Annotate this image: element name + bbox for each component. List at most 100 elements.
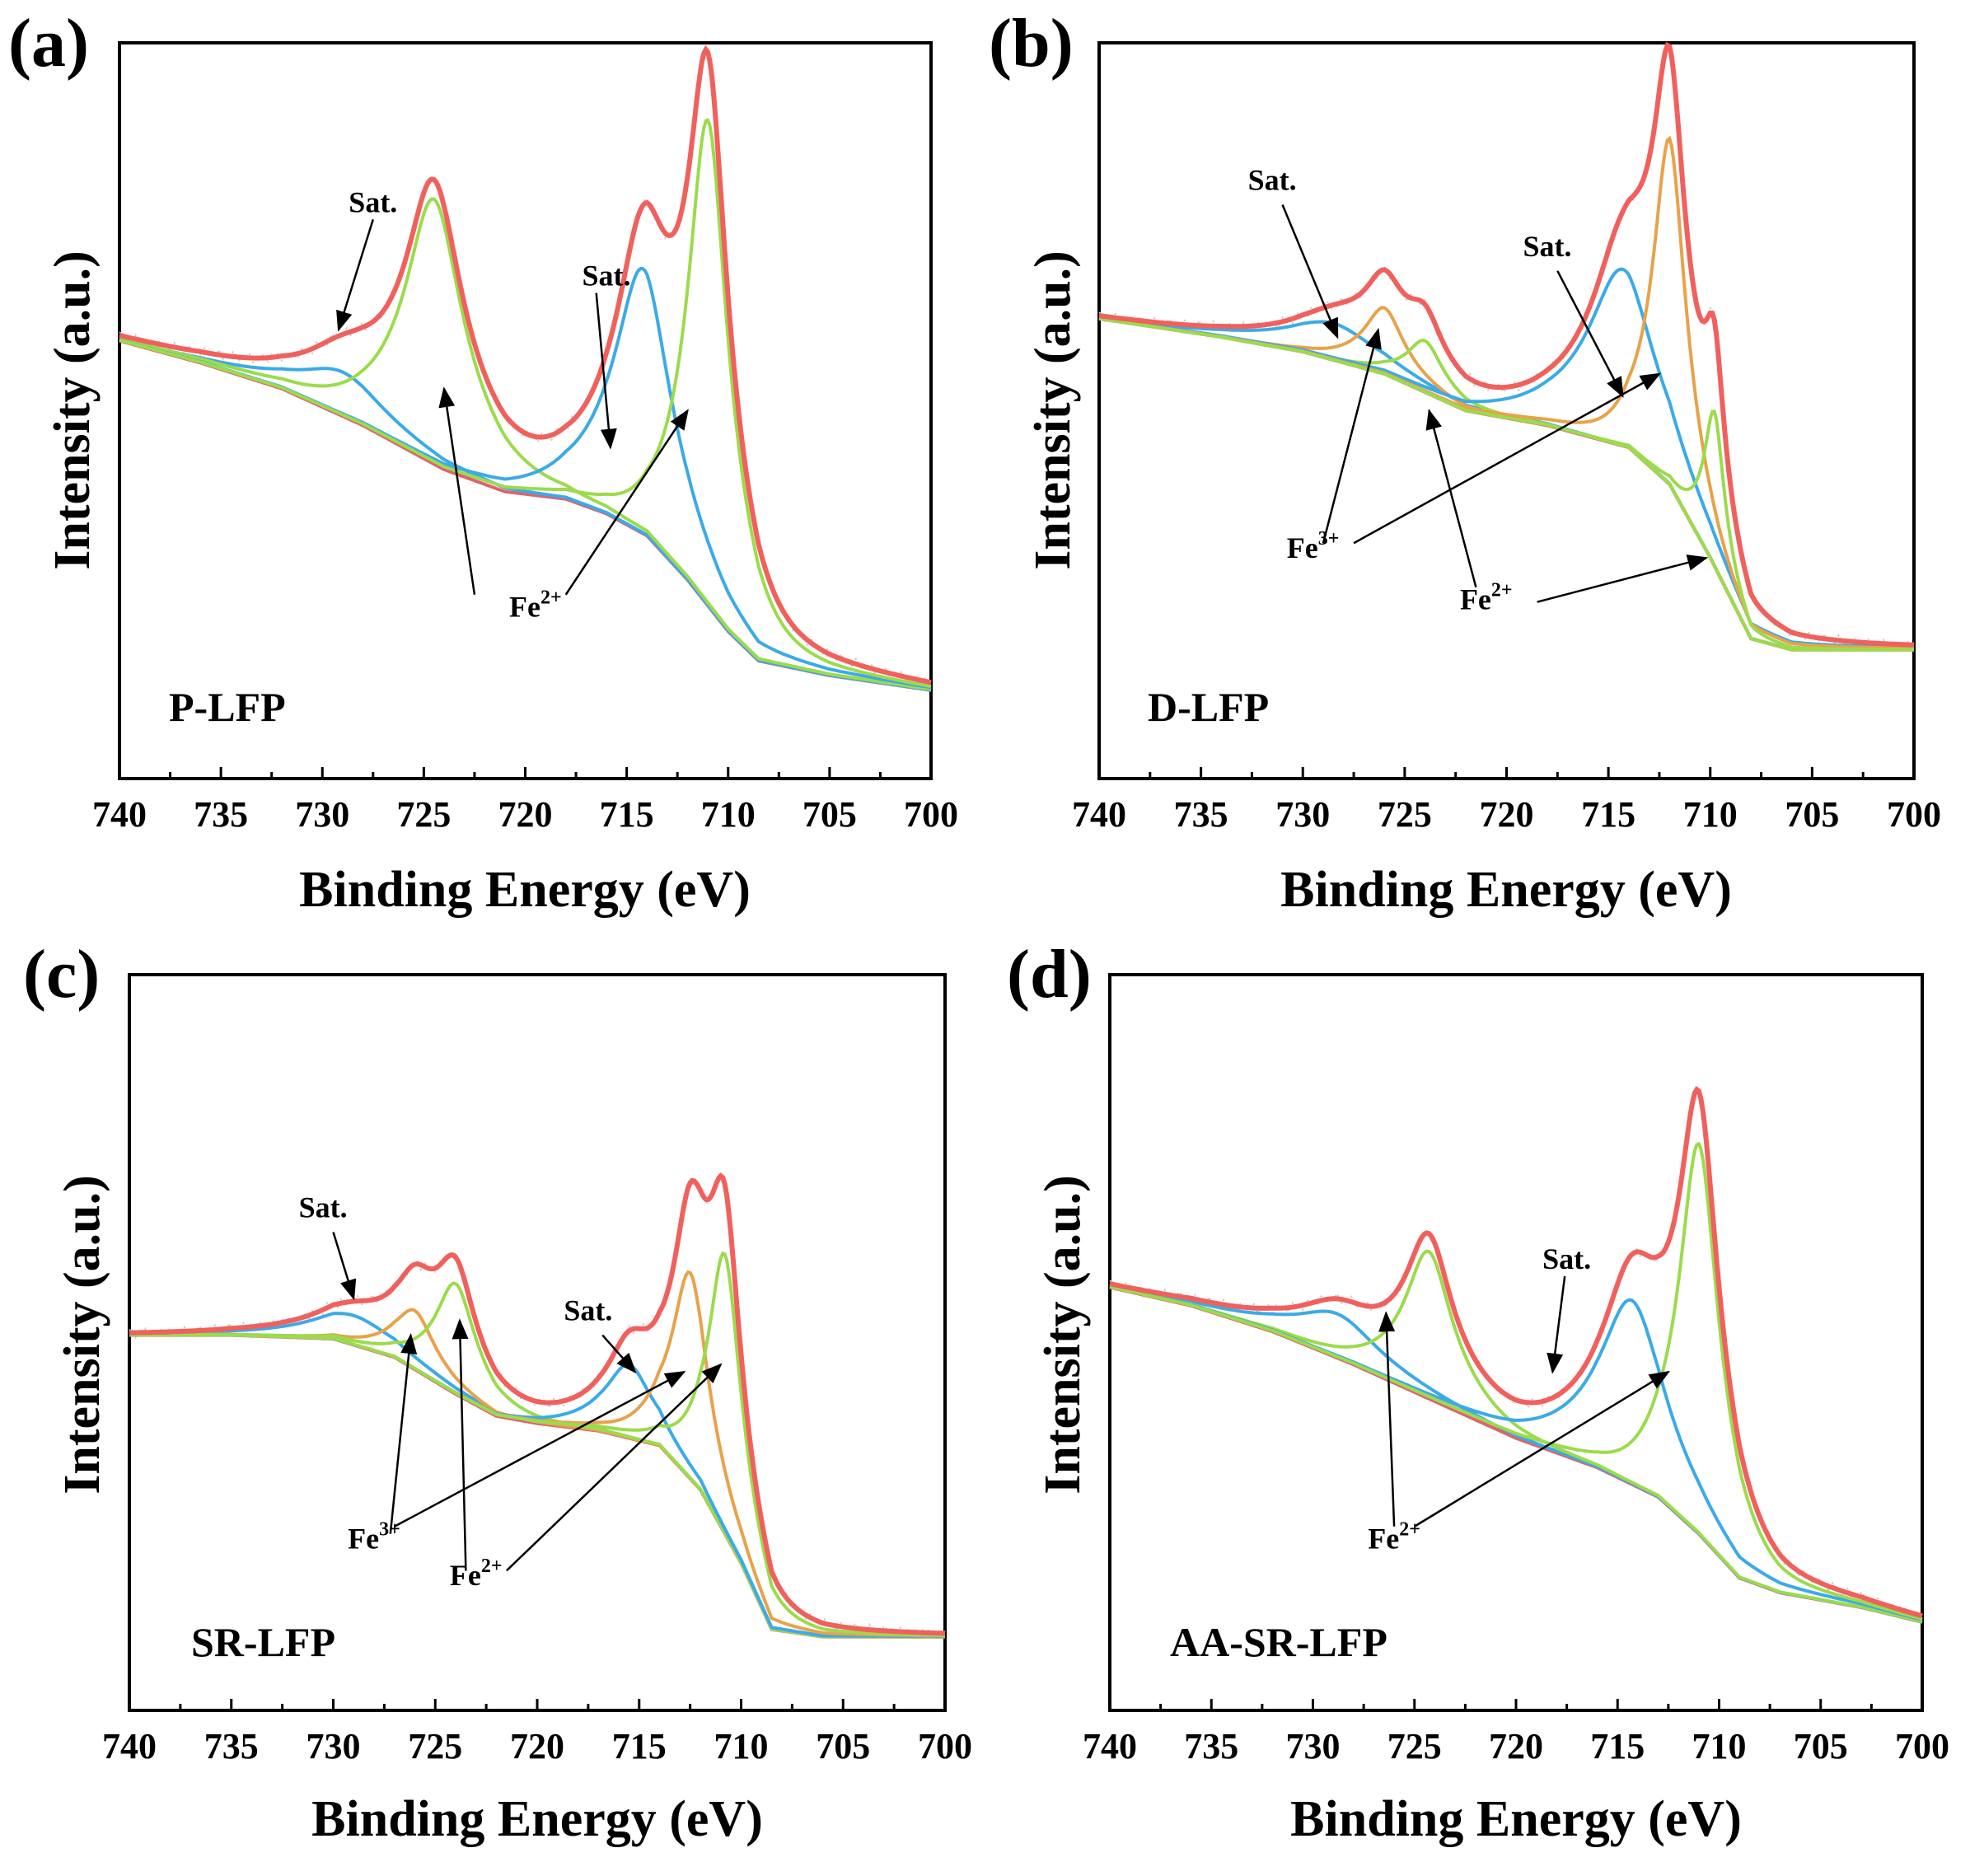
x-tick-label: 725 bbox=[396, 794, 451, 835]
x-tick-label: 740 bbox=[102, 1726, 157, 1766]
annotation-sat-label: Sat. bbox=[349, 185, 397, 218]
fit-component-blue-1 bbox=[119, 337, 932, 692]
raw-data-line bbox=[129, 1176, 946, 1640]
panel-d: (d) Intensity (a.u.) Binding Energy (eV)… bbox=[1007, 936, 1949, 1847]
annotation-superscript: 3+ bbox=[1318, 528, 1340, 550]
annotation-arrow bbox=[601, 1334, 637, 1374]
sample-label: P-LFP bbox=[169, 684, 286, 730]
envelope-line bbox=[129, 1172, 945, 1636]
x-tick-label: 705 bbox=[1794, 1726, 1848, 1766]
x-tick-label: 715 bbox=[600, 794, 654, 835]
annotation-superscript: 2+ bbox=[1399, 1519, 1420, 1541]
x-ticks: 740 735 730 725 720 715 710 705 700 bbox=[1083, 1699, 1949, 1766]
annotation-arrow bbox=[1281, 204, 1339, 339]
x-tick-label: 715 bbox=[1590, 1726, 1645, 1766]
annotation-sat-label: Sat. bbox=[582, 260, 630, 292]
plot-frame bbox=[1097, 41, 1916, 780]
annotation-arrow bbox=[506, 1363, 723, 1572]
x-tick-label: 705 bbox=[1785, 794, 1839, 835]
annotation-arrow bbox=[1414, 1370, 1671, 1527]
plot-area bbox=[1108, 973, 1924, 1712]
x-tick-label: 700 bbox=[1895, 1726, 1949, 1766]
x-tick-label: 740 bbox=[1072, 794, 1126, 835]
x-tick-label: 700 bbox=[904, 794, 958, 835]
x-tick-label: 710 bbox=[1692, 1726, 1747, 1766]
annotation-arrow bbox=[394, 1371, 686, 1527]
annotation-text: Fe bbox=[509, 591, 540, 624]
annotations: Sat. Sat. Fe2+ bbox=[336, 185, 689, 624]
panel-b: (b) Intensity (a.u.) Binding Energy (eV)… bbox=[989, 5, 1941, 918]
envelope-line bbox=[119, 44, 932, 685]
annotation-arrow bbox=[438, 386, 476, 595]
annotations: Sat. Fe2+ bbox=[1368, 1242, 1671, 1556]
sample-label: D-LFP bbox=[1148, 684, 1269, 730]
fit-component-blue-4 bbox=[129, 1333, 945, 1639]
fit-component-green-4 bbox=[1109, 1141, 1923, 1621]
annotation-sat-label: Sat. bbox=[1542, 1242, 1591, 1275]
x-tick-label: 705 bbox=[816, 1726, 870, 1766]
annotation-arrow bbox=[389, 1333, 418, 1534]
annotation-text: Sat. bbox=[349, 185, 397, 218]
x-axis-title: Binding Energy (eV) bbox=[299, 862, 751, 918]
panel-a: (a) Intensity (a.u.) Binding Energy (eV)… bbox=[8, 5, 958, 918]
plot-frame bbox=[1108, 973, 1924, 1712]
x-tick-label: 735 bbox=[1184, 1726, 1238, 1766]
annotation-text: Fe bbox=[348, 1523, 379, 1556]
panel-label: (a) bbox=[8, 5, 89, 82]
x-ticks: 740 735 730 725 720 715 710 705 700 bbox=[102, 1699, 972, 1766]
fit-component-blue-3 bbox=[119, 266, 932, 690]
x-tick-label: 700 bbox=[918, 1726, 972, 1766]
x-tick-label: 735 bbox=[1174, 794, 1228, 835]
x-tick-label: 720 bbox=[510, 1726, 564, 1766]
panel-label: (d) bbox=[1007, 936, 1092, 1013]
x-ticks: 740 735 730 725 720 715 710 705 700 bbox=[92, 767, 958, 835]
x-ticks: 740 735 730 725 720 715 710 705 700 bbox=[1072, 767, 1941, 835]
fit-component-green-4 bbox=[119, 118, 932, 689]
background-line bbox=[129, 1333, 945, 1639]
x-tick-label: 725 bbox=[1378, 794, 1432, 835]
annotation-sat-label: Sat. bbox=[1523, 230, 1571, 263]
x-tick-label: 715 bbox=[612, 1726, 667, 1766]
y-axis-title-group: Intensity (a.u.) bbox=[1035, 1175, 1091, 1495]
annotation-arrow bbox=[1547, 1275, 1566, 1374]
x-tick-label: 725 bbox=[1387, 1726, 1442, 1766]
y-axis-title: Intensity (a.u.) bbox=[54, 1175, 110, 1495]
annotation-fe-label: Fe2+ bbox=[450, 1556, 503, 1592]
fit-component-green-6 bbox=[1098, 316, 1914, 652]
annotation-arrow bbox=[1425, 409, 1477, 588]
annotation-arrow bbox=[1322, 327, 1382, 544]
x-tick-label: 710 bbox=[1683, 794, 1738, 835]
annotation-sat-label: Sat. bbox=[564, 1294, 612, 1327]
annotation-text: Fe bbox=[450, 1559, 481, 1592]
sample-label: AA-SR-LFP bbox=[1170, 1619, 1387, 1665]
plot-area bbox=[128, 973, 947, 1712]
annotation-fe-label: Fe2+ bbox=[509, 587, 562, 624]
annotation-fe-label: Fe2+ bbox=[1460, 580, 1513, 616]
y-axis-title-group: Intensity (a.u.) bbox=[44, 250, 101, 570]
x-tick-label: 715 bbox=[1581, 794, 1635, 835]
annotation-text: Sat. bbox=[582, 260, 630, 292]
annotation-fe-label: Fe3+ bbox=[348, 1519, 400, 1556]
annotations: Sat.Sat.Fe3+Fe2+ bbox=[299, 1191, 723, 1592]
annotation-arrow bbox=[332, 1232, 357, 1301]
x-tick-label: 700 bbox=[1887, 794, 1941, 835]
x-tick-label: 705 bbox=[803, 794, 857, 835]
annotation-text: Sat. bbox=[1523, 230, 1571, 263]
raw-data-line bbox=[1098, 40, 1915, 651]
annotation-arrow bbox=[564, 409, 689, 596]
annotation-arrow bbox=[1537, 554, 1709, 603]
annotation-arrow bbox=[1556, 270, 1624, 398]
x-tick-label: 730 bbox=[306, 1726, 361, 1766]
fit-component-green-6 bbox=[129, 1251, 946, 1637]
panel-label: (b) bbox=[989, 5, 1074, 82]
annotation-text: Fe bbox=[1368, 1523, 1399, 1556]
x-tick-label: 725 bbox=[408, 1726, 462, 1766]
annotation-superscript: 2+ bbox=[481, 1556, 503, 1577]
annotation-superscript: 3+ bbox=[379, 1519, 400, 1541]
plot-area bbox=[118, 41, 933, 780]
annotation-text: Sat. bbox=[299, 1191, 348, 1224]
x-tick-label: 735 bbox=[194, 794, 248, 835]
annotation-arrow bbox=[452, 1318, 469, 1571]
envelope-line bbox=[1098, 41, 1915, 648]
y-axis-title-group: Intensity (a.u.) bbox=[54, 1175, 110, 1495]
